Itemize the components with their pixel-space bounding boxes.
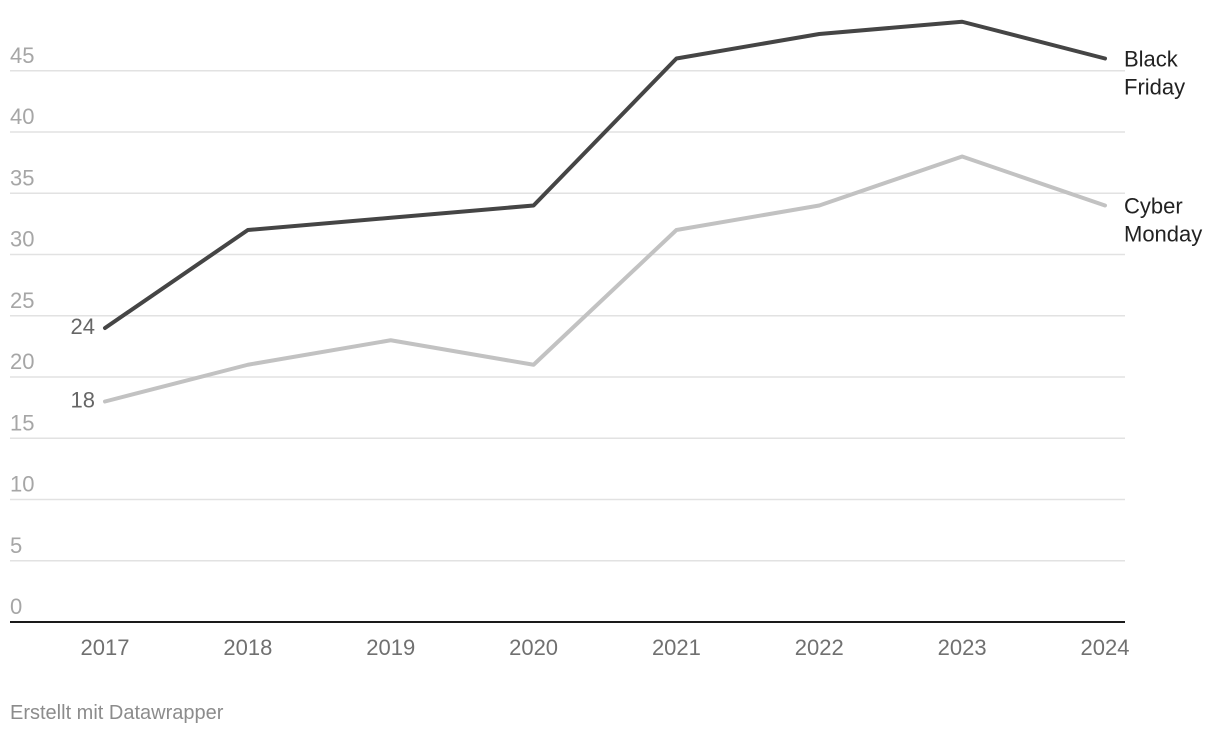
y-tick-label: 25 [10,288,34,313]
x-axis-ticks: 2017 2018 2019 2020 2021 2022 2023 2024 [81,635,1130,660]
y-tick-label: 5 [10,533,22,558]
series-line-1 [103,154,1107,404]
x-tick-label: 2020 [509,635,558,660]
y-tick-label: 35 [10,165,34,190]
start-value-label: 18 [71,388,95,413]
y-tick-label: 10 [10,472,34,497]
data-labels: 24 Black Friday 18 Cyber Monday [71,47,1203,413]
series-label-1: Cyber Monday [1124,194,1202,247]
y-tick-label: 0 [10,594,22,619]
series-line-0 [103,19,1107,330]
y-tick-label: 20 [10,349,34,374]
y-tick-label: 30 [10,227,34,252]
y-tick-label: 15 [10,410,34,435]
x-tick-label: 2023 [938,635,987,660]
y-tick-label: 40 [10,104,34,129]
series-label-0: Black Friday [1124,47,1185,100]
x-tick-label: 2019 [366,635,415,660]
x-tick-label: 2017 [81,635,130,660]
x-tick-label: 2021 [652,635,701,660]
x-tick-label: 2022 [795,635,844,660]
footer-credit: Erstellt mit Datawrapper [10,702,224,724]
start-value-label: 24 [71,314,95,339]
series-lines [103,19,1107,404]
gridlines [10,70,1125,562]
y-tick-label: 45 [10,43,34,68]
y-axis-ticks: 0 5 10 15 20 25 30 35 40 45 [10,43,34,619]
x-tick-label: 2018 [223,635,272,660]
x-tick-label: 2024 [1081,635,1130,660]
